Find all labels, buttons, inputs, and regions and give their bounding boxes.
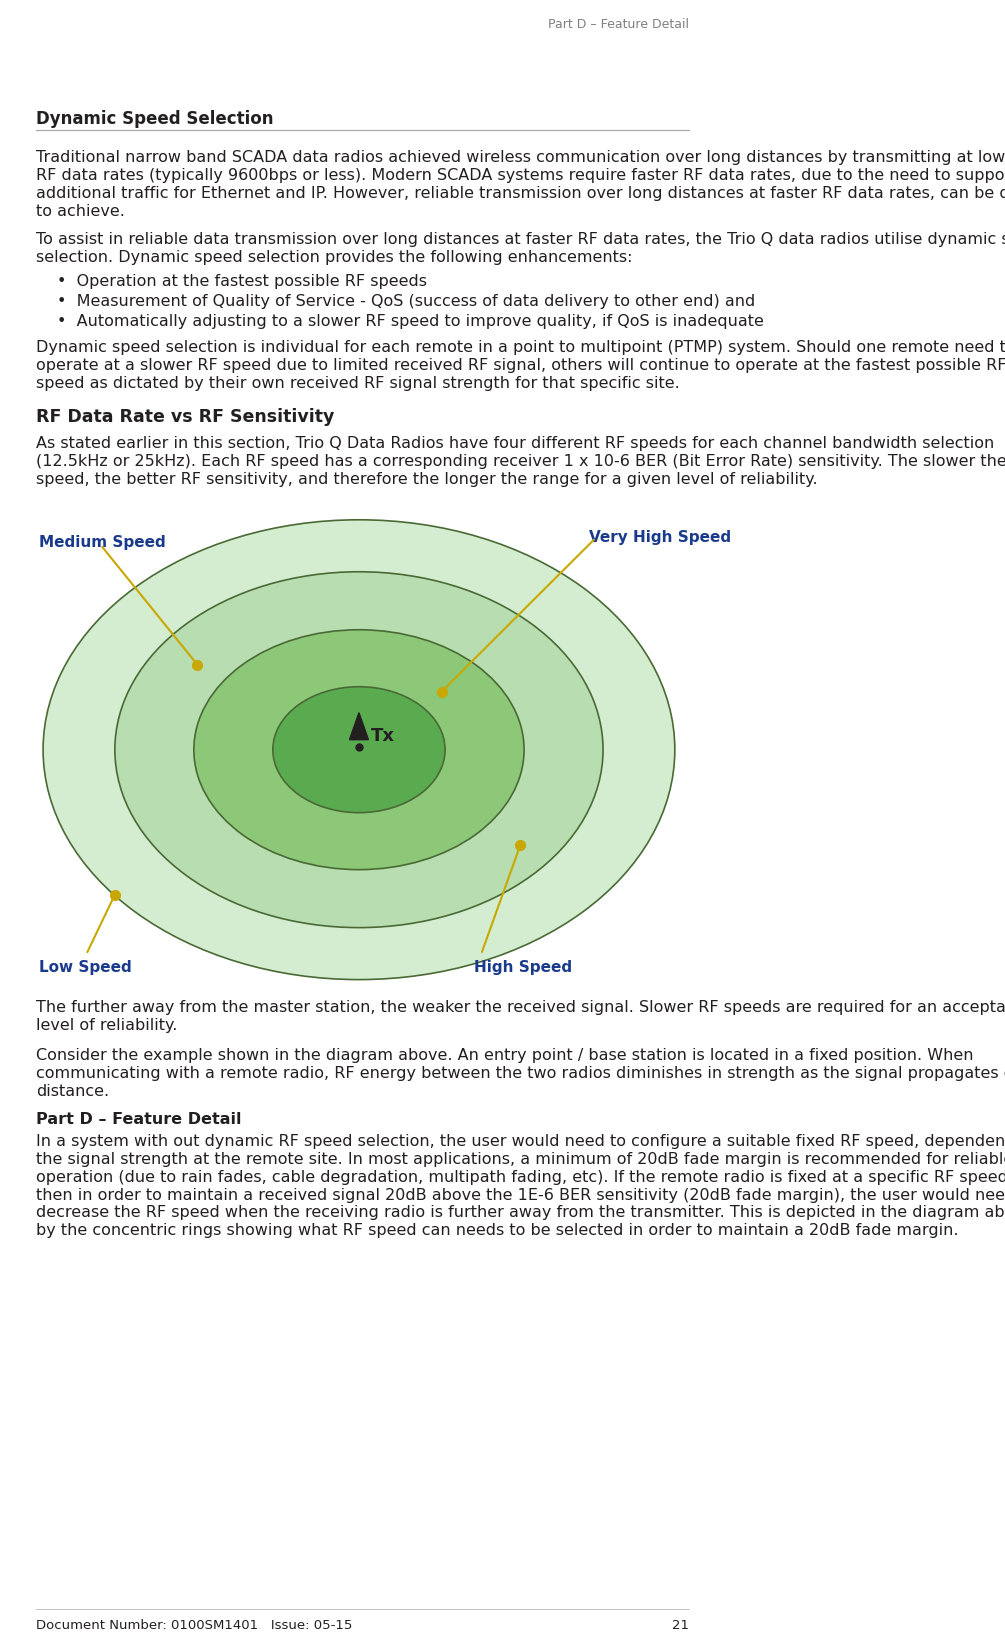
Text: •  Automatically adjusting to a slower RF speed to improve quality, if QoS is in: • Automatically adjusting to a slower RF… bbox=[57, 314, 765, 329]
Text: then in order to maintain a received signal 20dB above the 1E-6 BER sensitivity : then in order to maintain a received sig… bbox=[36, 1188, 1005, 1202]
Text: decrease the RF speed when the receiving radio is further away from the transmit: decrease the RF speed when the receiving… bbox=[36, 1206, 1005, 1220]
Text: To assist in reliable data transmission over long distances at faster RF data ra: To assist in reliable data transmission … bbox=[36, 232, 1005, 247]
Ellipse shape bbox=[43, 520, 674, 980]
Ellipse shape bbox=[194, 630, 524, 870]
Text: 21: 21 bbox=[672, 1620, 689, 1633]
Text: Tx: Tx bbox=[371, 726, 394, 744]
Text: to achieve.: to achieve. bbox=[36, 204, 125, 219]
Text: Medium Speed: Medium Speed bbox=[39, 535, 166, 550]
Text: operation (due to rain fades, cable degradation, multipath fading, etc). If the : operation (due to rain fades, cable degr… bbox=[36, 1170, 1005, 1184]
Text: distance.: distance. bbox=[36, 1083, 109, 1098]
Text: Dynamic Speed Selection: Dynamic Speed Selection bbox=[36, 110, 273, 128]
Text: by the concentric rings showing what RF speed can needs to be selected in order : by the concentric rings showing what RF … bbox=[36, 1224, 959, 1238]
Text: RF Data Rate vs RF Sensitivity: RF Data Rate vs RF Sensitivity bbox=[36, 407, 335, 425]
Ellipse shape bbox=[115, 571, 603, 928]
Text: selection. Dynamic speed selection provides the following enhancements:: selection. Dynamic speed selection provi… bbox=[36, 250, 632, 265]
Text: Traditional narrow band SCADA data radios achieved wireless communication over l: Traditional narrow band SCADA data radio… bbox=[36, 151, 1005, 165]
Text: •  Measurement of Quality of Service - QoS (success of data delivery to other en: • Measurement of Quality of Service - Qo… bbox=[57, 294, 756, 309]
Text: the signal strength at the remote site. In most applications, a minimum of 20dB : the signal strength at the remote site. … bbox=[36, 1152, 1005, 1166]
Text: (12.5kHz or 25kHz). Each RF speed has a corresponding receiver 1 x 10-6 BER (Bit: (12.5kHz or 25kHz). Each RF speed has a … bbox=[36, 453, 1005, 470]
Text: additional traffic for Ethernet and IP. However, reliable transmission over long: additional traffic for Ethernet and IP. … bbox=[36, 187, 1005, 201]
Ellipse shape bbox=[272, 687, 445, 813]
Text: The further away from the master station, the weaker the received signal. Slower: The further away from the master station… bbox=[36, 1000, 1005, 1014]
Text: speed as dictated by their own received RF signal strength for that specific sit: speed as dictated by their own received … bbox=[36, 376, 679, 391]
Text: Part D – Feature Detail: Part D – Feature Detail bbox=[548, 18, 689, 31]
Polygon shape bbox=[350, 713, 369, 739]
Text: High Speed: High Speed bbox=[473, 960, 572, 975]
Text: Dynamic speed selection is individual for each remote in a point to multipoint (: Dynamic speed selection is individual fo… bbox=[36, 340, 1005, 355]
Text: Part D – Feature Detail: Part D – Feature Detail bbox=[36, 1111, 241, 1127]
Text: Document Number: 0100SM1401   Issue: 05-15: Document Number: 0100SM1401 Issue: 05-15 bbox=[36, 1620, 353, 1633]
Text: operate at a slower RF speed due to limited received RF signal, others will cont: operate at a slower RF speed due to limi… bbox=[36, 358, 1005, 373]
Text: In a system with out dynamic RF speed selection, the user would need to configur: In a system with out dynamic RF speed se… bbox=[36, 1134, 1005, 1148]
Text: •  Operation at the fastest possible RF speeds: • Operation at the fastest possible RF s… bbox=[57, 273, 427, 290]
Text: Low Speed: Low Speed bbox=[39, 960, 133, 975]
Text: level of reliability.: level of reliability. bbox=[36, 1018, 177, 1032]
Text: Consider the example shown in the diagram above. An entry point / base station i: Consider the example shown in the diagra… bbox=[36, 1047, 974, 1062]
Text: speed, the better RF sensitivity, and therefore the longer the range for a given: speed, the better RF sensitivity, and th… bbox=[36, 471, 817, 488]
Text: communicating with a remote radio, RF energy between the two radios diminishes i: communicating with a remote radio, RF en… bbox=[36, 1065, 1005, 1080]
Text: Very High Speed: Very High Speed bbox=[589, 530, 731, 545]
Text: RF data rates (typically 9600bps or less). Modern SCADA systems require faster R: RF data rates (typically 9600bps or less… bbox=[36, 169, 1005, 183]
Text: As stated earlier in this section, Trio Q Data Radios have four different RF spe: As stated earlier in this section, Trio … bbox=[36, 435, 994, 452]
